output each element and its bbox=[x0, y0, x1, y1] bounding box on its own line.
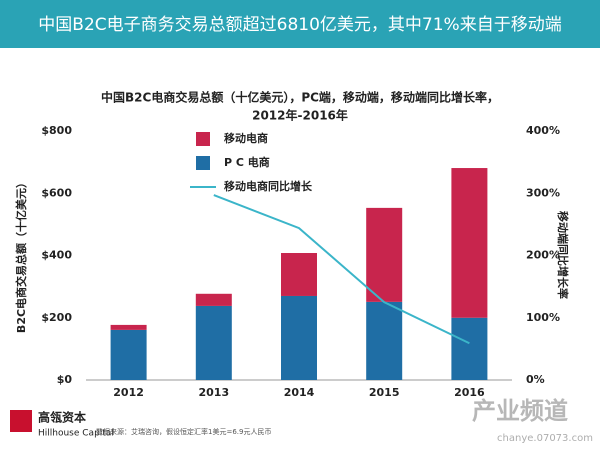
y-tick-label: $200 bbox=[41, 311, 72, 324]
legend-label: 移动电商同比增长 bbox=[224, 179, 313, 193]
bar-segment bbox=[281, 295, 317, 380]
bar-segment bbox=[281, 253, 317, 296]
y-tick-label: $600 bbox=[41, 186, 72, 199]
legend-swatch bbox=[196, 132, 210, 146]
legend-label: 移动电商 bbox=[224, 131, 268, 145]
legend-swatch bbox=[196, 156, 210, 170]
y-tick-label: $800 bbox=[41, 124, 72, 137]
watermark-url: chanye.07073.com bbox=[497, 433, 593, 444]
bar-segment bbox=[110, 329, 147, 380]
logo-mark bbox=[10, 410, 32, 432]
y-tick-label: $0 bbox=[57, 373, 73, 386]
y-tick-label: $400 bbox=[41, 249, 72, 262]
bar-segment bbox=[110, 324, 147, 330]
x-tick-label: 2014 bbox=[284, 386, 315, 399]
bar-segment bbox=[366, 301, 403, 380]
bar-segment bbox=[195, 293, 232, 306]
y-axis-label: B2C电商交易总额（十亿美元） bbox=[14, 177, 28, 333]
x-tick-label: 2016 bbox=[454, 386, 485, 399]
x-tick-label: 2012 bbox=[113, 386, 144, 399]
y2-axis-label: 移动端同比增长率 bbox=[556, 211, 570, 299]
y2-tick-label: 200% bbox=[526, 249, 560, 262]
watermark: 产业频道 bbox=[472, 397, 568, 425]
bar-segment bbox=[366, 207, 403, 302]
logo-en: Hillhouse Capital bbox=[38, 429, 114, 439]
y2-tick-label: 100% bbox=[526, 311, 560, 324]
source-note: 数据来源：艾瑞咨询，假设恒定汇率1美元=6.9元人民币 bbox=[96, 427, 271, 436]
bar-segment bbox=[451, 168, 488, 318]
chart-title: 2012年-2016年 bbox=[252, 108, 348, 123]
chart-title: 中国B2C电商交易总额（十亿美元），PC端，移动端，移动端同比增长率， bbox=[101, 90, 499, 105]
header-title: 中国B2C电子商务交易总额超过6810亿美元，其中71%来自于移动端 bbox=[38, 15, 561, 35]
header-band bbox=[0, 0, 600, 48]
line-series bbox=[213, 194, 470, 345]
y2-tick-label: 300% bbox=[526, 186, 560, 199]
bar-segment bbox=[451, 317, 488, 380]
logo-text: 高瓴资本 bbox=[38, 410, 86, 425]
x-tick-label: 2013 bbox=[198, 386, 229, 399]
bar-segment bbox=[195, 305, 232, 380]
legend-label: P C 电商 bbox=[224, 155, 270, 169]
y2-tick-label: 0% bbox=[526, 373, 545, 386]
x-tick-label: 2015 bbox=[369, 386, 400, 399]
y2-tick-label: 400% bbox=[526, 124, 560, 137]
